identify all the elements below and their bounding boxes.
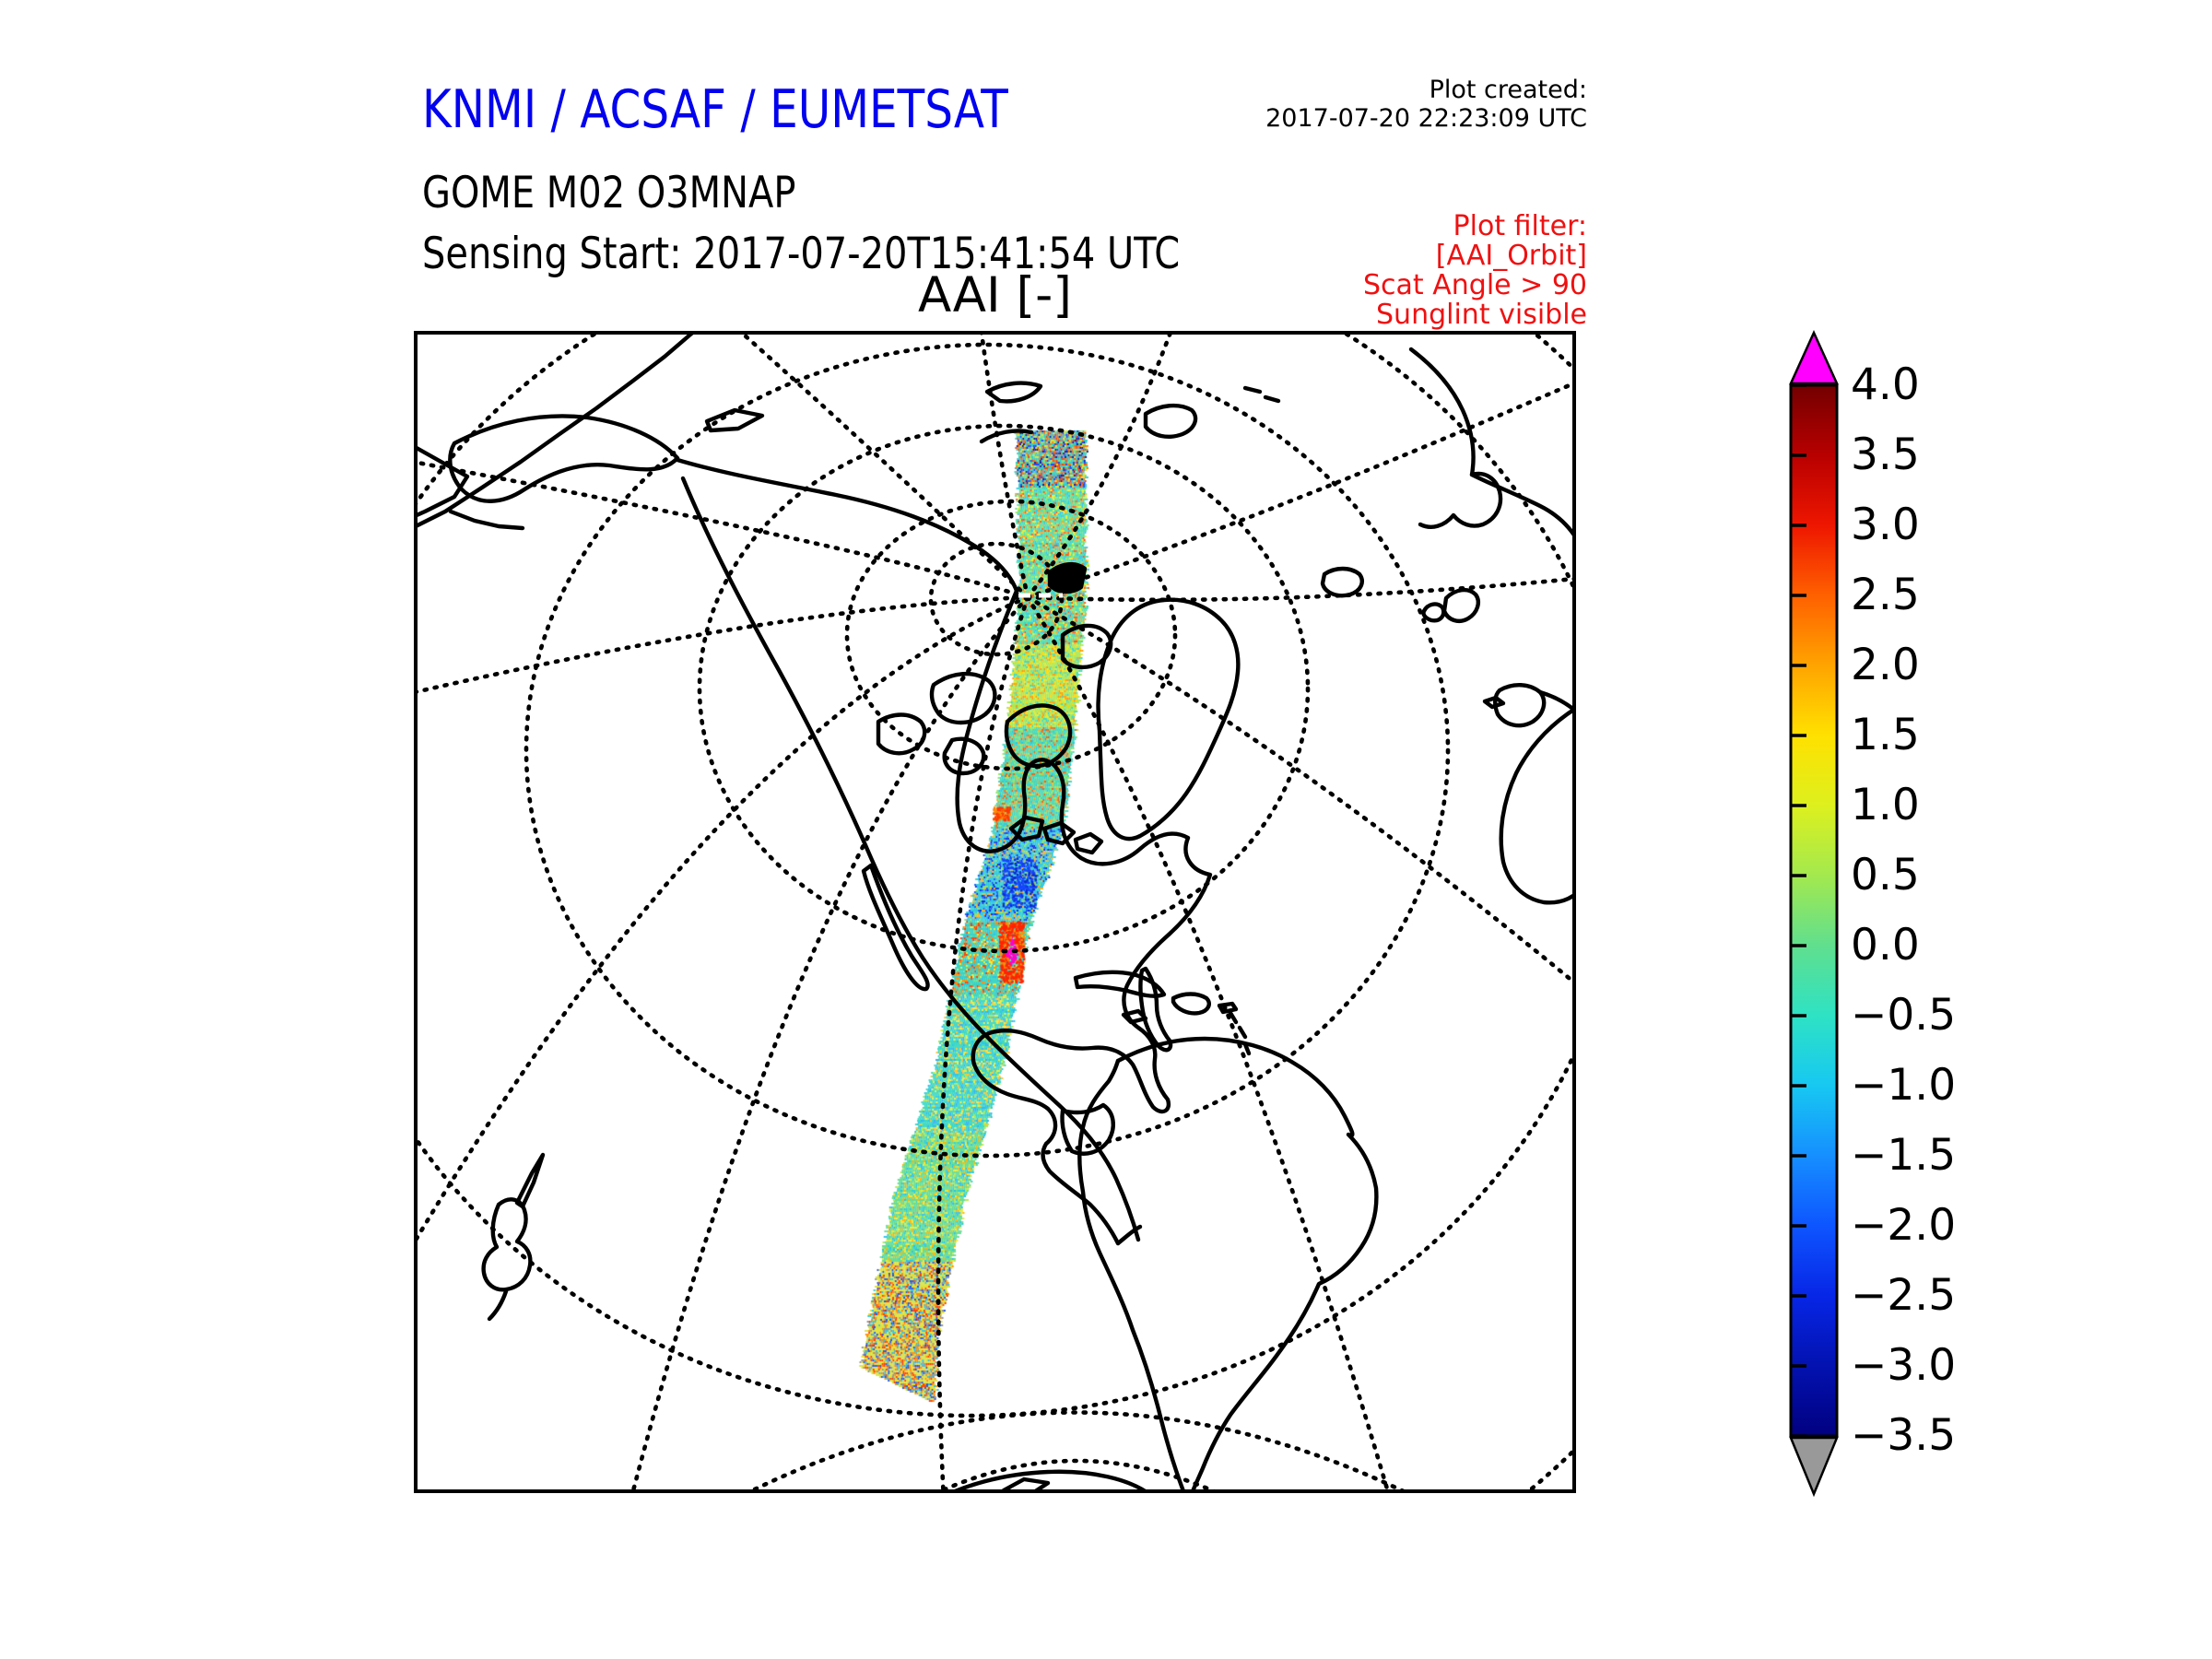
colorbar-tick-label: −3.5 [1851,1410,1957,1461]
meridian [1025,380,1576,600]
map-overlay [414,331,1576,1493]
arctic-island-filled [1047,561,1088,594]
colorbar-tick-label: −0.5 [1851,990,1957,1041]
plot-filter-line: Scat Angle > 90 [1363,269,1587,301]
latitude-ring [524,342,1451,1159]
sensing-start-text: Sensing Start: 2017-07-20T15:41:54 UTC [422,229,1181,279]
page-title: KNMI / ACSAF / EUMETSAT [422,79,1112,140]
great-lakes [1008,815,1104,855]
colorbar-tick-label: 2.5 [1851,570,1920,620]
canary-islands [1482,695,1506,710]
aleutian-chain [448,509,525,531]
colorbar-tick-label: 2.0 [1851,640,1920,690]
ellesmere-island [1060,623,1113,670]
colorbar-tick-label: −1.0 [1851,1060,1957,1111]
satellite-swath-layer [414,331,1576,1493]
coastline-south-america-east [1115,1036,1379,1493]
colorbar-gradient [1789,383,1839,1438]
new-zealand-tail [487,1288,509,1322]
map-panel [414,331,1576,1493]
severnaya-zemlya [984,381,1043,404]
wrangel-island [704,407,765,433]
colorbar-tick-label: 3.0 [1851,500,1920,550]
coastline-antarctica [946,1469,1151,1493]
coastline-south-america-west [1077,1058,1187,1493]
ireland [1421,602,1446,623]
lesser-antilles [1228,1010,1252,1056]
coastline-na-west [680,476,1141,1242]
colorbar-tick-label: 1.5 [1851,710,1920,760]
puerto-rico [1217,1001,1239,1015]
meridian [1025,576,1576,603]
colorbar-tick-label: −1.5 [1851,1130,1957,1181]
arctic-island [942,736,986,776]
coastline-na-arctic [675,457,1019,594]
map-frame [414,331,1576,1493]
plot-filter-line: [AAI_Orbit] [1435,240,1587,272]
product-name: GOME M02 O3MNAP [422,168,862,218]
colorbar-tick-label: 0.0 [1851,920,1920,971]
sensing-start: Sensing Start: 2017-07-20T15:41:54 UTC [422,229,1313,279]
latitude-ring [414,331,1576,1418]
svalbard [1143,403,1198,439]
plot-filter-line: Sunglint visible [1376,299,1587,331]
colorbar-tick-label: 1.0 [1851,780,1920,830]
coastline-west-africa [1499,705,1576,905]
arctic-island [876,712,927,756]
map-title: AAI [-] [918,267,1072,324]
cuba [1073,970,1167,998]
colorbar-tick-label: −2.5 [1851,1270,1957,1321]
baja-california [861,863,930,992]
colorbar-ticks [1792,383,1806,1438]
jamaica [1121,1008,1148,1025]
panama-isthmus [1115,1224,1143,1246]
plot-filter-note: Plot filter: [AAI_Orbit] Scat Angle > 90 Su… [1363,212,1587,330]
meridian [629,594,1030,1493]
new-zealand-north [514,1152,546,1209]
latitude-ring [697,423,1311,954]
colorbar-tick-label: −3.0 [1851,1340,1957,1391]
colorbar-tick-label: 3.5 [1851,429,1920,480]
meridian [414,594,1030,1248]
plot-created-timestamp: 2017-07-20 22:23:09 UTC [1265,104,1587,133]
coastlines [414,331,1576,1493]
colorbar-tick-label: 0.5 [1851,850,1920,900]
new-zealand [481,1197,533,1292]
colorbar-tick-label: −2.0 [1851,1200,1957,1251]
baffin-island [1004,703,1073,769]
plot-created-label: Plot created: [1429,76,1587,104]
arctic-coast-fragment [979,429,1034,444]
product-name-text: GOME M02 O3MNAP [422,168,796,218]
plot-filter-line: Plot filter: [1453,210,1587,242]
florida-peninsula [1138,966,1173,1053]
colorbar-over-arrow [1789,329,1839,385]
arctic-island [929,671,997,725]
meridian [414,594,1030,695]
graticule [414,331,1576,1493]
meridian [979,331,1030,600]
south-latitude-arc [742,1410,1412,1493]
iceland [1320,566,1364,598]
colorbar-tick-label: 4.0 [1851,359,1920,410]
hispaniola [1171,992,1211,1016]
meridian [736,331,1030,600]
colorbar-under-arrow [1789,1436,1839,1498]
meridian [1025,331,1174,600]
coastline-siberia [414,331,699,530]
page-title-text: KNMI / ACSAF / EUMETSAT [422,79,1008,140]
yucatan-peninsula [1060,1102,1115,1156]
meridian [1025,594,1391,1493]
great-britain [1441,587,1480,623]
franz-josef-specks [1242,385,1281,404]
coastline-alaska [448,414,680,503]
meridian [1025,594,1576,987]
coastline-greenland [1096,597,1241,841]
mediterranean-coast [1537,689,1576,714]
latitude-ring [844,499,1178,771]
orbit-white-dashes [1004,593,1063,1125]
meridian [414,459,1030,600]
plot-created-block: Plot created: 2017-07-20 22:23:09 UTC [1265,76,1587,133]
